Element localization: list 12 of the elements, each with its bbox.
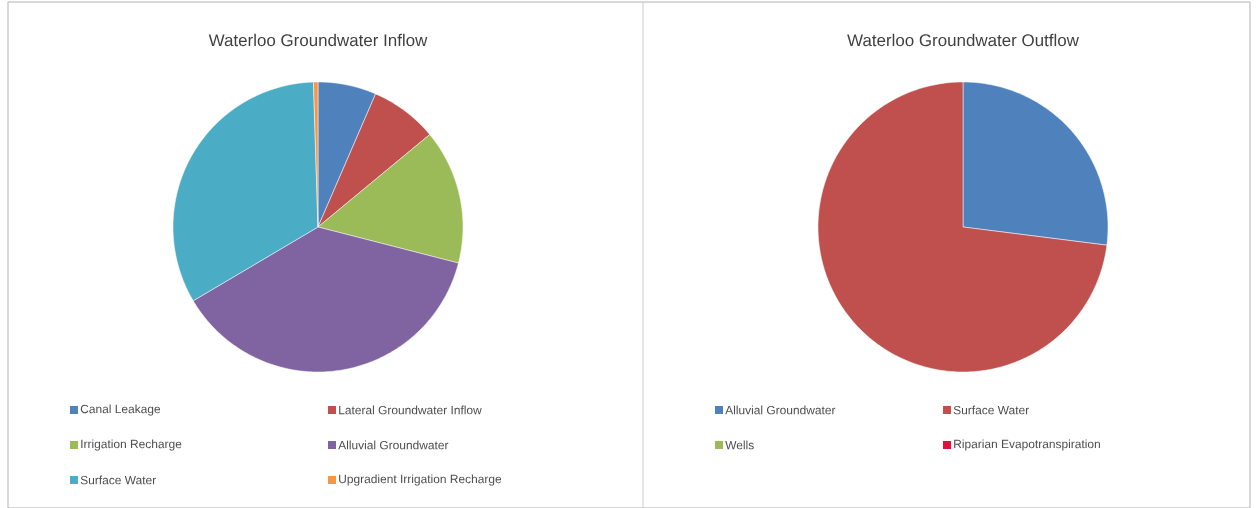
chart-title: Waterloo Groundwater Inflow [208,33,428,47]
legend-label: Riparian Evapotranspiration [954,439,1100,451]
legend-label: Surface Water [80,475,156,485]
legend-label: Alluvial Groundwater [338,440,449,450]
legend-label: Upgradient Irrigation Recharge [339,474,502,486]
legend-label: Lateral Groundwater Inflow [339,405,482,415]
legend-label: Surface Water [953,405,1029,415]
legend-label: Irrigation Recharge [81,439,182,451]
legend-label: Alluvial Groundwater [725,405,836,415]
legend-label: Wells [725,440,754,450]
chart-title: Waterloo Groundwater Outflow [847,33,1079,47]
legend-label: Canal Leakage [80,404,161,416]
